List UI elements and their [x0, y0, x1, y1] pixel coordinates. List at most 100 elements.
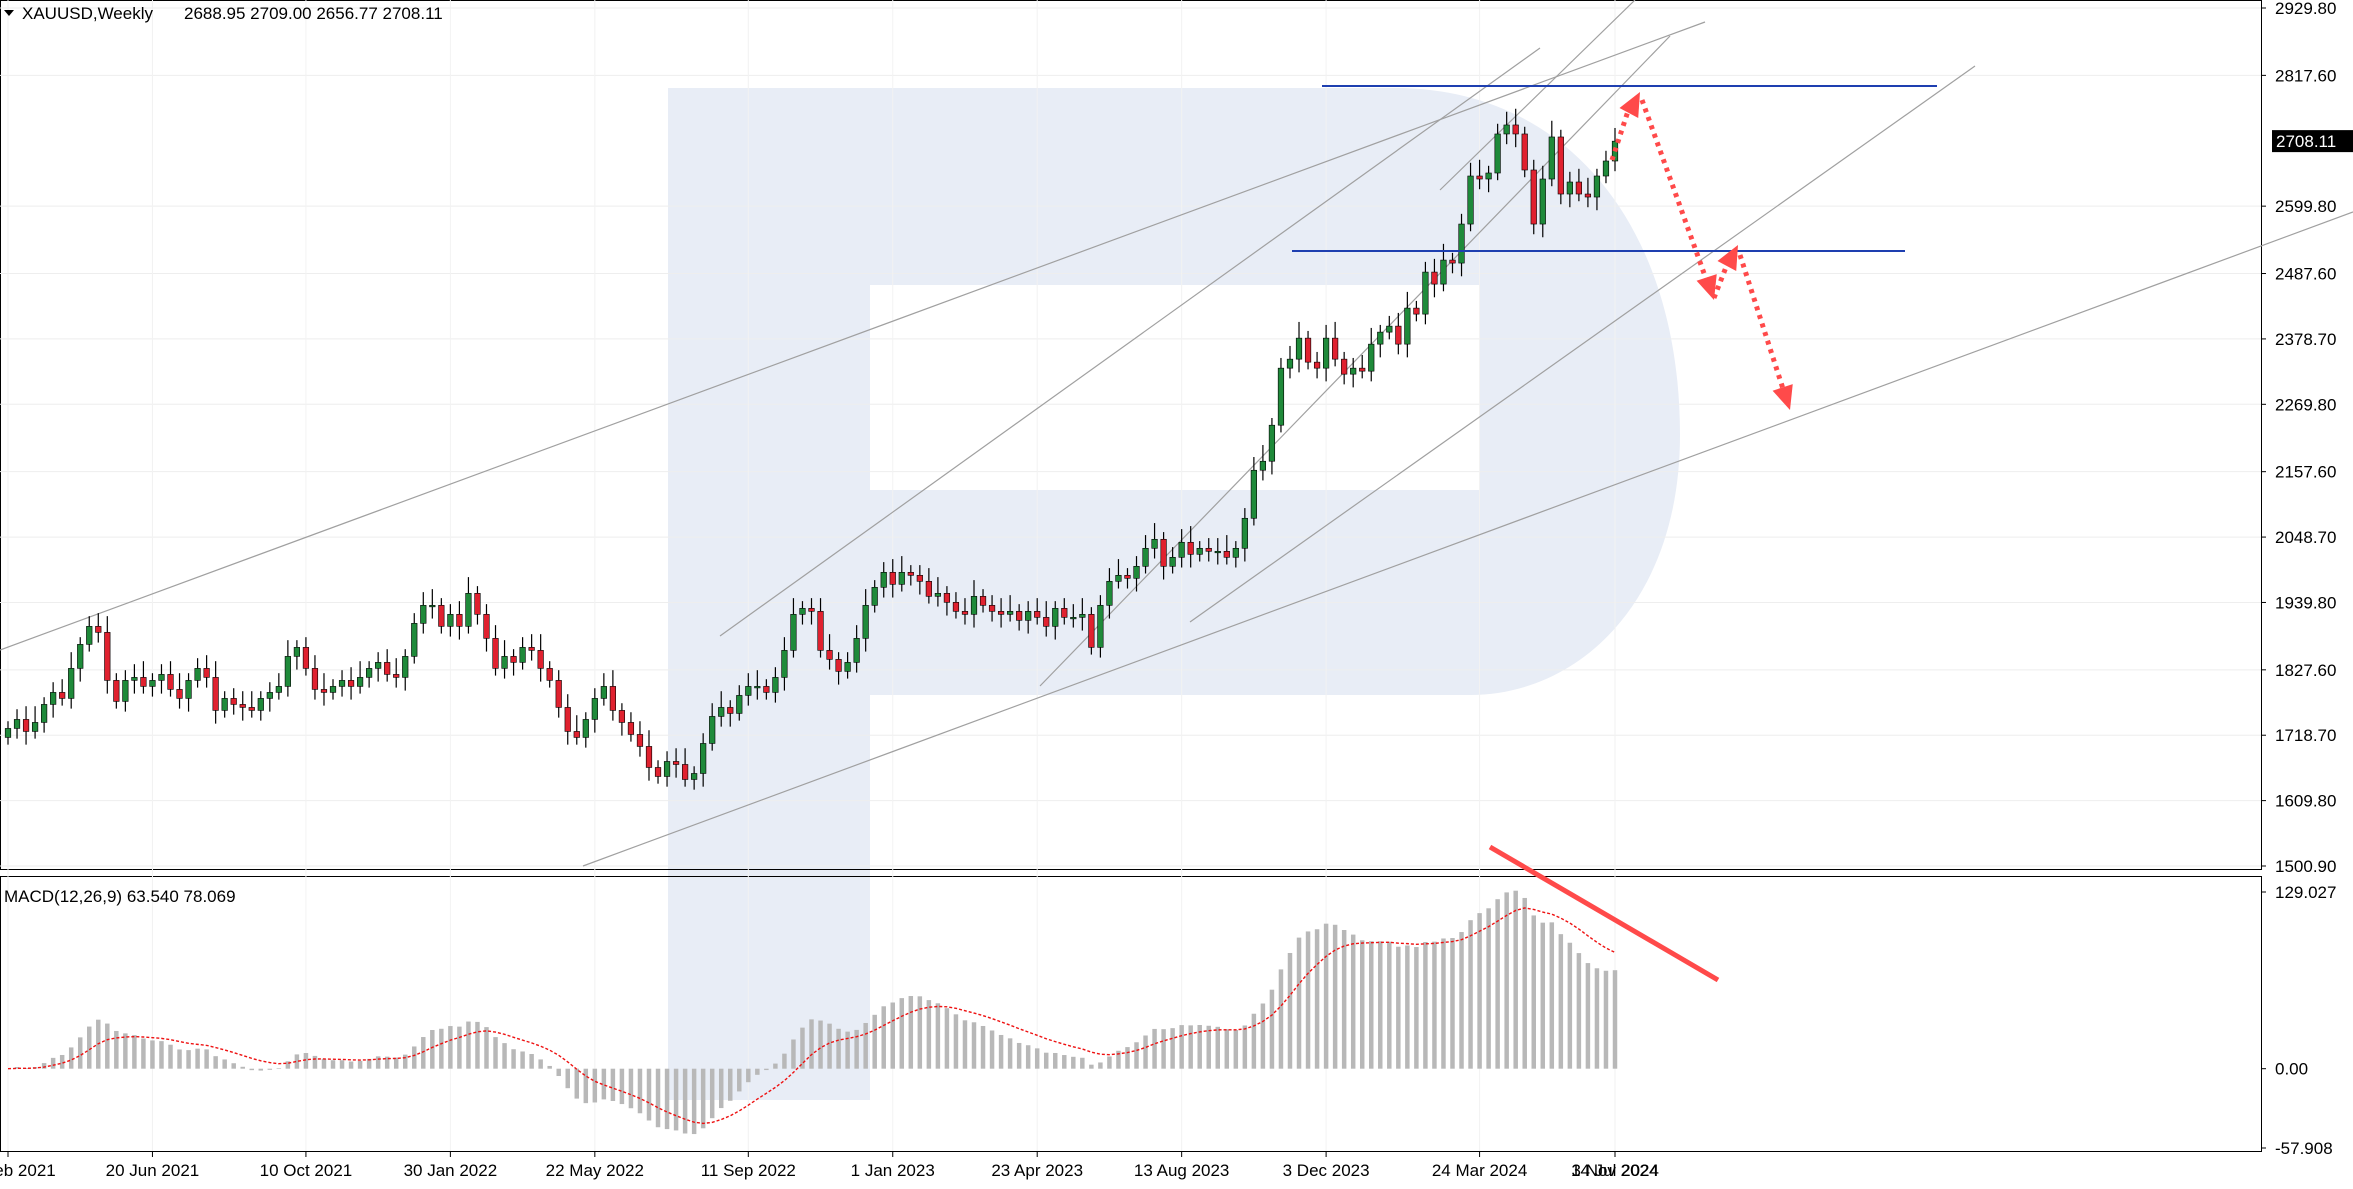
candle-down	[835, 659, 842, 672]
macd-histogram-bar	[926, 1000, 932, 1069]
candle-down	[1304, 337, 1312, 363]
price-tick-label: 2929.80	[2275, 0, 2336, 18]
macd-histogram-bar	[1098, 1062, 1103, 1069]
candle-down	[59, 692, 66, 699]
macd-histogram-bar	[520, 1051, 525, 1069]
candle-up	[1106, 581, 1113, 606]
candle-up	[429, 605, 436, 608]
price-tick-label: 1609.80	[2275, 792, 2336, 811]
macd-histogram-bar	[764, 1068, 769, 1071]
macd-histogram-bar	[980, 1025, 986, 1069]
candle-down	[555, 680, 562, 708]
candle-down	[1395, 325, 1402, 345]
macd-histogram-bar	[953, 1014, 959, 1069]
candle-down	[979, 596, 987, 606]
macd-histogram-bar	[421, 1037, 426, 1069]
candle-up	[600, 686, 607, 699]
candle-down	[817, 611, 824, 651]
candle-up	[1169, 557, 1176, 567]
macd-histogram-bar	[1486, 908, 1491, 1069]
macd-histogram-bar	[1341, 930, 1347, 1069]
candle-up	[1494, 133, 1501, 174]
candle-down	[483, 614, 490, 639]
candle-up	[1368, 343, 1375, 372]
price-tick-label: 1939.80	[2275, 593, 2336, 612]
time-tick-label: 3 Nov 2024	[1572, 1161, 1659, 1180]
candle-up	[1503, 124, 1510, 135]
candle-up	[402, 656, 409, 678]
macd-histogram-bar	[1531, 915, 1536, 1069]
macd-histogram-bar	[664, 1068, 670, 1130]
candle-up	[880, 572, 887, 588]
macd-histogram-bar	[150, 1040, 155, 1069]
candle-up	[754, 686, 761, 689]
macd-histogram-bar	[1558, 934, 1564, 1069]
macd-histogram-bar	[1296, 937, 1302, 1069]
candle-up	[77, 644, 84, 669]
macd-histogram-bar	[1116, 1050, 1121, 1069]
candle-down	[961, 611, 969, 615]
macd-histogram-bar	[439, 1028, 444, 1069]
macd-histogram-bar	[50, 1057, 56, 1069]
macd-histogram-bar	[511, 1049, 516, 1069]
candle-down	[230, 698, 237, 705]
macd-histogram-bar	[1540, 922, 1546, 1069]
dropdown-triangle-icon[interactable]	[4, 10, 14, 16]
candle-up	[1232, 547, 1239, 558]
macd-histogram-bar	[1134, 1042, 1139, 1069]
macd-histogram-bar	[556, 1068, 561, 1077]
candle-up	[862, 605, 869, 639]
candle-up	[691, 773, 698, 780]
time-tick-label: 1 Jan 2023	[851, 1161, 935, 1180]
macd-histogram-bar	[890, 1002, 895, 1069]
macd-histogram-bar	[457, 1026, 462, 1069]
candle-up	[356, 677, 364, 687]
macd-tick-label: 0.00	[2275, 1060, 2308, 1079]
candle-up	[898, 572, 905, 585]
candle-down	[302, 647, 310, 669]
candle-up	[1007, 611, 1014, 615]
macd-histogram-bar	[899, 998, 905, 1069]
candle-up	[1241, 517, 1248, 549]
macd-histogram-bar	[87, 1026, 92, 1069]
candle-down	[384, 662, 391, 675]
candle-down	[1332, 337, 1339, 360]
ohlc-label: 2688.95 2709.00 2656.77 2708.11	[184, 4, 443, 23]
candle-down	[104, 632, 111, 681]
macd-histogram-bar	[547, 1065, 552, 1069]
candle-up	[1548, 136, 1555, 180]
macd-histogram-bar	[105, 1023, 110, 1069]
candle-up	[1178, 541, 1185, 558]
candle-down	[1061, 608, 1068, 618]
macd-histogram-bar	[854, 1029, 859, 1069]
macd-histogram-bar	[737, 1068, 742, 1092]
macd-histogram-bar	[1251, 1013, 1257, 1069]
macd-histogram-bar	[908, 996, 914, 1069]
trend-line	[1189, 65, 1976, 623]
candle-up	[1566, 181, 1573, 195]
macd-histogram-bar	[1016, 1042, 1022, 1069]
macd-histogram-bar	[1278, 969, 1284, 1069]
time-tick-label: 10 Oct 2021	[260, 1161, 353, 1180]
candle-up	[1277, 367, 1285, 426]
macd-histogram-bar	[14, 1067, 20, 1069]
macd-histogram-bar	[1242, 1025, 1248, 1069]
candle-up	[790, 614, 797, 651]
candle-down	[113, 680, 120, 702]
macd-histogram-bar	[971, 1022, 977, 1069]
candle-up	[293, 647, 300, 657]
candle-down	[239, 704, 246, 708]
macd-histogram-bar	[709, 1068, 715, 1119]
macd-histogram-bar	[682, 1068, 688, 1134]
macd-histogram-bar	[1459, 932, 1464, 1069]
macd-histogram-bar	[1432, 941, 1437, 1069]
divergence-line	[1488, 844, 1720, 983]
candle-up	[375, 662, 382, 669]
macd-histogram-bar	[610, 1068, 616, 1101]
candle-up	[1259, 460, 1267, 471]
candle-down	[1160, 538, 1167, 567]
candle-up	[465, 593, 472, 627]
macd-histogram-bar	[77, 1037, 83, 1069]
candle-down	[627, 722, 635, 735]
macd-histogram-bar	[393, 1057, 399, 1069]
